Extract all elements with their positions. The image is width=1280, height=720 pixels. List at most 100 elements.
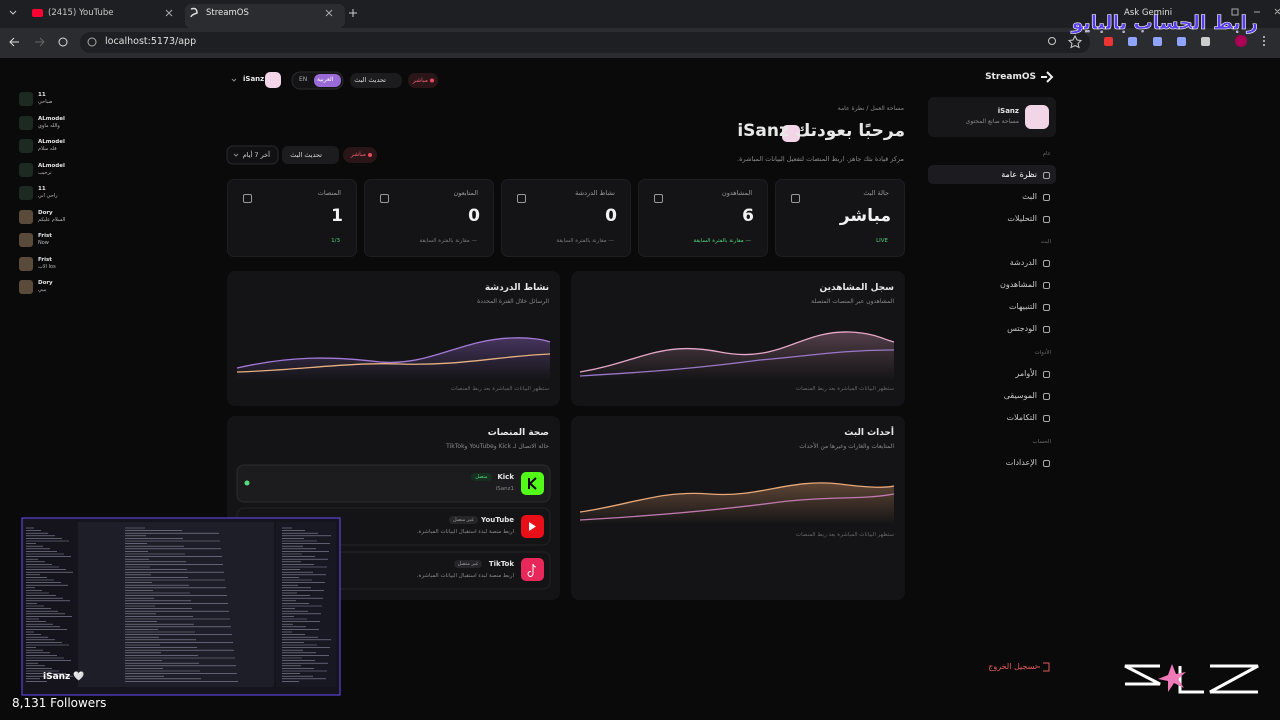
active-tab[interactable]: [185, 4, 345, 28]
platform-row-kick[interactable]: [236, 464, 551, 503]
live-pill: [408, 73, 438, 88]
site-info[interactable]: [87, 37, 97, 47]
chat-wave-2: [236, 353, 551, 373]
chat-message: Now: [38, 240, 49, 246]
stat-card: [775, 179, 905, 257]
range-chevron: [233, 153, 239, 157]
nav-icon: [1043, 281, 1050, 289]
stat-icon: [654, 194, 663, 203]
chat-name: Dory: [38, 280, 53, 286]
nav-item[interactable]: البث: [1022, 192, 1037, 201]
stat-card: [364, 179, 494, 257]
tab-title[interactable]: (2415) YouTube: [48, 8, 114, 18]
chat-name: Dory: [38, 209, 53, 216]
kick-glyph: [528, 477, 537, 490]
nav-icon: [1043, 325, 1050, 333]
stat-label: المشاهدون: [721, 189, 752, 197]
nav-icon: [1043, 414, 1050, 422]
refresh-pill[interactable]: [350, 73, 402, 88]
tab-menu[interactable]: [9, 10, 17, 15]
back-button[interactable]: [9, 37, 19, 47]
stat-card: [227, 179, 357, 257]
lang-ar[interactable]: العربية: [317, 76, 334, 83]
new-tab[interactable]: [349, 9, 357, 17]
chat-avatar: [19, 92, 33, 106]
header-refresh[interactable]: تحديث البث: [290, 151, 322, 159]
reload-button[interactable]: [58, 37, 68, 47]
nav-item[interactable]: الإعدادات: [1005, 458, 1037, 467]
chat-message: صباحي: [38, 99, 53, 105]
live-dot: [430, 78, 434, 83]
tab-title[interactable]: StreamOS: [206, 8, 249, 18]
nav-item[interactable]: الدردشة: [1009, 258, 1037, 267]
nav-section-title: عام: [1042, 151, 1051, 157]
lang-en[interactable]: EN: [299, 76, 308, 83]
extension-icons: [1104, 35, 1247, 47]
nav-item[interactable]: التنبيهات: [1009, 302, 1037, 311]
tiktok-glyph: [527, 563, 537, 577]
nav-item[interactable]: الموسيقى: [1003, 391, 1037, 400]
nav-item[interactable]: نظرة عامة: [1001, 170, 1037, 179]
chat-avatar: [19, 186, 33, 200]
user-card[interactable]: [928, 97, 1056, 137]
chat-message: قله سلام: [38, 146, 57, 152]
ask-gemini[interactable]: Ask Gemini: [1124, 8, 1173, 18]
user-name: iSanz: [997, 107, 1019, 115]
streamer-name: iSanz 🤍: [43, 672, 85, 682]
nav-icon: [1043, 193, 1050, 201]
chat-message: الاب Ios: [38, 263, 56, 270]
youtube-favicon: [32, 9, 43, 17]
brand[interactable]: StreamOS: [985, 72, 1036, 82]
stat-label: المتابعون: [453, 189, 478, 197]
stat-value: 1: [331, 206, 343, 226]
zoom-icon[interactable]: [1048, 37, 1056, 45]
viewers-wave-fill: [580, 331, 894, 380]
chat-avatar: [19, 139, 33, 153]
url[interactable]: localhost:5173/app: [105, 36, 197, 47]
breadcrumb: مساحة العمل / نظرة عامة: [837, 105, 904, 112]
nav-icon: [1043, 259, 1050, 267]
chat-name: 11: [38, 186, 46, 192]
tab-close[interactable]: [165, 9, 333, 17]
address-bar[interactable]: [80, 32, 1090, 53]
panel-subtitle: المتابعات والغارات وغيرها من الأحداث: [799, 443, 894, 450]
chat-name: ALmodel: [38, 115, 65, 122]
chat-name: Frist: [38, 233, 52, 239]
heading-avatar: [782, 125, 800, 142]
chat-wave: [236, 337, 551, 369]
user-menu-chevron[interactable]: [231, 78, 237, 82]
topbar-user[interactable]: iSanz: [243, 75, 265, 83]
logout[interactable]: تسجيل الخروج: [988, 662, 1037, 671]
chat-wave-fill: [237, 337, 550, 380]
overlay-banner: رابط الحساب بالبايو: [1071, 12, 1258, 35]
nav-item[interactable]: التحليلات: [1007, 214, 1037, 223]
browser-menu[interactable]: [1263, 36, 1265, 46]
header-refresh-button[interactable]: [282, 146, 339, 164]
forward-button[interactable]: [35, 37, 45, 47]
range-select[interactable]: [226, 145, 279, 165]
channel-logo: [1124, 664, 1259, 694]
events-wave-2: [579, 493, 895, 521]
topbar-refresh[interactable]: تحديث البث: [354, 76, 386, 84]
followers: 8,131 Followers: [12, 696, 107, 710]
panel-title: أحداث البث: [844, 428, 894, 438]
nav-item[interactable]: الأوامر: [1015, 369, 1037, 378]
window-controls[interactable]: [1231, 8, 1280, 16]
platform-status: متصل: [471, 473, 492, 481]
header-live-pill: [343, 147, 377, 163]
nav-item[interactable]: المشاهدون: [999, 280, 1037, 289]
topbar-avatar: [265, 72, 281, 88]
bookmark-star[interactable]: [1067, 34, 1083, 49]
chat-avatar: [19, 209, 33, 224]
header-range[interactable]: آخر 7 أيام: [242, 151, 270, 159]
panel-title: نشاط الدردشة: [484, 283, 549, 293]
kick-icon: [521, 472, 544, 495]
viewers-wave: [579, 331, 895, 373]
logout-icon: [1036, 662, 1050, 672]
nav-item[interactable]: التكاملات: [1006, 413, 1037, 422]
stat-value: 0: [468, 206, 480, 226]
chat-name: ALmodel: [38, 139, 65, 145]
page-title: مرحبًا بعودتك iSanz: [737, 121, 905, 141]
chat-message: والله ماوي: [38, 122, 60, 129]
nav-item[interactable]: الودجتس: [1007, 324, 1037, 333]
